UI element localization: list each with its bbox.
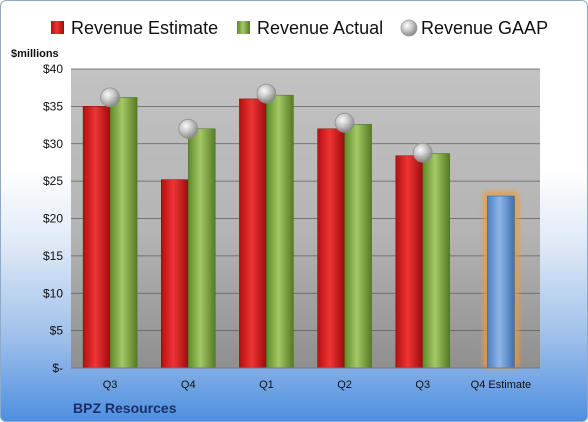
x-tick-label: Q4 Estimate bbox=[471, 379, 532, 391]
y-tick-label: $- bbox=[52, 361, 63, 375]
bar-revenue-estimate bbox=[82, 106, 111, 369]
y-tick-label: $15 bbox=[43, 249, 63, 263]
marker-revenue-gaap bbox=[178, 118, 199, 139]
y-tick-label: $30 bbox=[43, 137, 63, 151]
bar-revenue-estimate bbox=[161, 179, 189, 369]
y-tick-labels: $- $5 $10 $15 $20 $25 $30 $35 $40 bbox=[43, 62, 63, 375]
marker-revenue-gaap bbox=[334, 112, 355, 133]
bar-revenue-actual bbox=[266, 94, 294, 369]
x-tick-label: Q4 bbox=[181, 379, 196, 391]
y-tick-label: $25 bbox=[43, 174, 63, 188]
legend-label-revenue-actual: Revenue Actual bbox=[257, 18, 383, 38]
legend-label-revenue-estimate: Revenue Estimate bbox=[71, 18, 218, 38]
y-tick-label: $5 bbox=[50, 324, 64, 338]
gaap-markers bbox=[100, 83, 433, 163]
bar-revenue-actual bbox=[422, 153, 450, 369]
marker-revenue-gaap bbox=[412, 142, 433, 163]
y-tick-label: $20 bbox=[43, 212, 63, 226]
marker-revenue-gaap bbox=[256, 83, 277, 104]
x-tick-label: Q3 bbox=[103, 379, 118, 391]
bar-revenue-estimate bbox=[239, 98, 267, 369]
marker-revenue-gaap bbox=[100, 87, 120, 108]
x-tick-label: Q3 bbox=[415, 379, 430, 391]
bar-revenue-actual bbox=[344, 124, 372, 369]
y-tick-label: $10 bbox=[43, 286, 63, 300]
bar-revenue-estimate bbox=[317, 128, 345, 369]
y-tick-label: $35 bbox=[43, 99, 63, 113]
y-tick-label: $40 bbox=[43, 62, 63, 76]
legend-marker-revenue-gaap bbox=[400, 19, 418, 37]
legend: Revenue Estimate Revenue Actual Revenue … bbox=[51, 18, 548, 38]
bars bbox=[82, 94, 519, 369]
legend-swatch-revenue-estimate bbox=[51, 21, 64, 34]
gridlines bbox=[71, 68, 540, 332]
y-axis-label: $millions bbox=[11, 48, 59, 60]
x-tick-labels: Q3 Q4 Q1 Q2 Q3 Q4 Estimate bbox=[103, 379, 531, 391]
bar-revenue-actual bbox=[109, 97, 138, 369]
bar-revenue-estimate bbox=[395, 155, 423, 369]
x-tick-label: Q2 bbox=[337, 379, 352, 391]
company-name: BPZ Resources bbox=[73, 400, 177, 416]
bar-revenue-actual bbox=[188, 128, 216, 369]
x-tick-label: Q1 bbox=[259, 379, 274, 391]
legend-swatch-revenue-actual bbox=[237, 21, 250, 34]
legend-label-revenue-gaap: Revenue GAAP bbox=[421, 18, 548, 38]
bar-revenue-estimate bbox=[487, 195, 515, 369]
